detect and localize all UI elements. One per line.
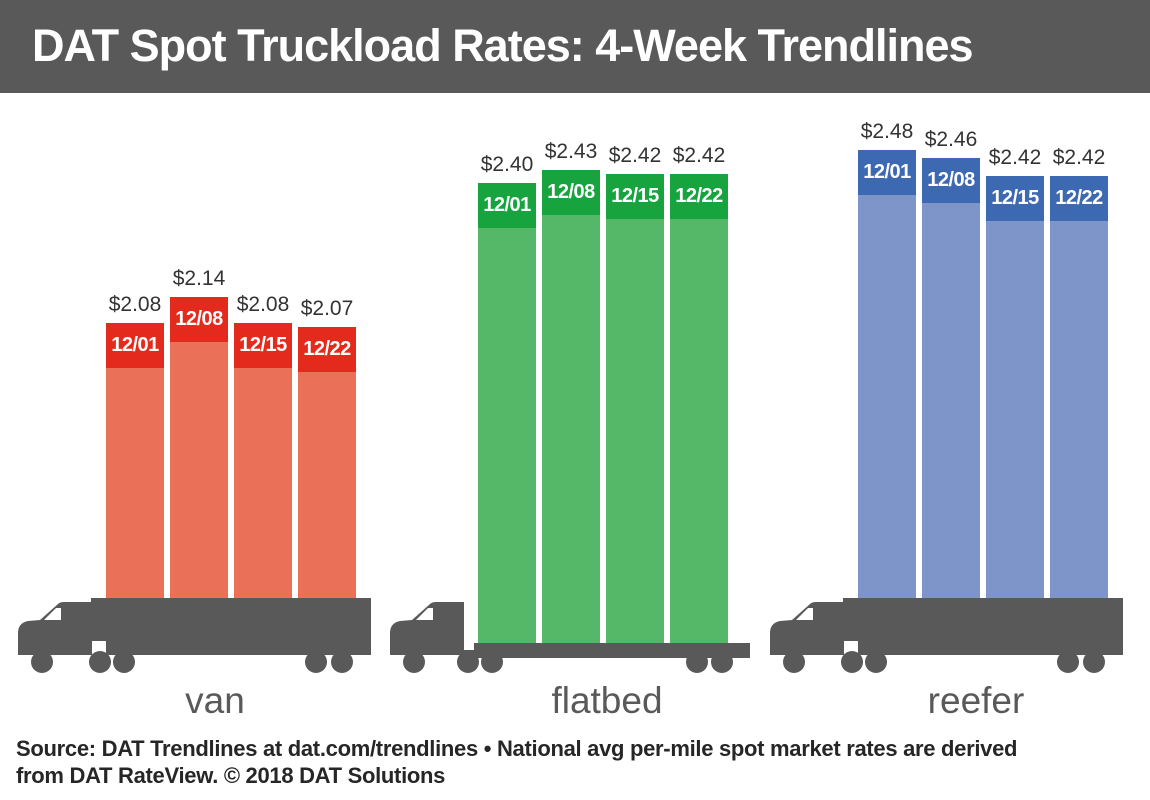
bar-date-label: 12/22	[303, 338, 351, 360]
bar-date-badge: 12/15	[606, 174, 664, 219]
bar-value-label: $2.08	[108, 293, 162, 316]
source-note: Source: DAT Trendlines at dat.com/trendl…	[16, 735, 1018, 789]
bar-date-badge: 12/22	[298, 327, 356, 372]
bar-van-2: 12/15	[234, 323, 292, 600]
source-line-2: from DAT RateView. © 2018 DAT Solutions	[16, 763, 446, 788]
bar-value-label: $2.08	[236, 293, 290, 316]
bar-van-3: 12/22	[298, 327, 356, 600]
bar-date-badge: 12/15	[986, 176, 1044, 221]
bar-date-badge: 12/22	[670, 174, 728, 219]
bar-reefer-1: 12/08	[922, 158, 980, 600]
bar-value-label: $2.42	[672, 144, 726, 167]
bar-date-label: 12/22	[1055, 187, 1103, 209]
header: DAT Spot Truckload Rates: 4-Week Trendli…	[0, 0, 1150, 93]
bar-value-label: $2.43	[544, 140, 598, 163]
bar-date-badge: 12/08	[170, 297, 228, 342]
bar-flatbed-3: 12/22	[670, 174, 728, 648]
bar-value-label: $2.07	[300, 297, 354, 320]
bar-value-label: $2.46	[924, 128, 978, 151]
bar-date-badge: 12/01	[858, 150, 916, 195]
bar-van-1: 12/08	[170, 297, 228, 600]
group-label-van: van	[185, 680, 245, 721]
page-title: DAT Spot Truckload Rates: 4-Week Trendli…	[32, 20, 974, 71]
bar-date-badge: 12/08	[542, 170, 600, 215]
bar-reefer-3: 12/22	[1050, 176, 1108, 600]
box-truck-icon	[766, 593, 1131, 678]
bar-value-label: $2.42	[988, 146, 1042, 169]
bar-date-badge: 12/22	[1050, 176, 1108, 221]
bar-flatbed-0: 12/01	[478, 183, 536, 648]
bar-date-badge: 12/08	[922, 158, 980, 203]
bar-value-label: $2.42	[608, 144, 662, 167]
bar-date-label: 12/08	[927, 169, 975, 191]
group-label-reefer: reefer	[927, 680, 1025, 721]
bar-flatbed-2: 12/15	[606, 174, 664, 648]
source-line-1: Source: DAT Trendlines at dat.com/trendl…	[16, 736, 1018, 761]
bar-date-label: 12/01	[863, 161, 911, 183]
bar-value-label: $2.42	[1052, 146, 1106, 169]
bar-van-0: 12/01	[106, 323, 164, 600]
bar-flatbed-1: 12/08	[542, 170, 600, 648]
bar-reefer-0: 12/01	[858, 150, 916, 600]
bar-date-badge: 12/01	[478, 183, 536, 228]
bar-value-label: $2.40	[480, 153, 534, 176]
bar-date-label: 12/15	[239, 334, 287, 356]
bar-date-badge: 12/01	[106, 323, 164, 368]
bar-date-label: 12/15	[991, 187, 1039, 209]
bar-reefer-2: 12/15	[986, 176, 1044, 600]
bar-value-label: $2.48	[860, 120, 914, 143]
bar-date-label: 12/08	[175, 308, 223, 330]
bar-date-badge: 12/15	[234, 323, 292, 368]
flatbed-truck-icon	[386, 593, 751, 678]
bar-date-label: 12/08	[547, 181, 595, 203]
bar-date-label: 12/01	[111, 334, 159, 356]
bar-date-label: 12/22	[675, 185, 723, 207]
group-label-flatbed: flatbed	[551, 680, 663, 721]
bar-date-label: 12/01	[483, 194, 531, 216]
box-truck-icon	[14, 593, 379, 678]
bar-date-label: 12/15	[611, 185, 659, 207]
bar-value-label: $2.14	[172, 267, 226, 290]
